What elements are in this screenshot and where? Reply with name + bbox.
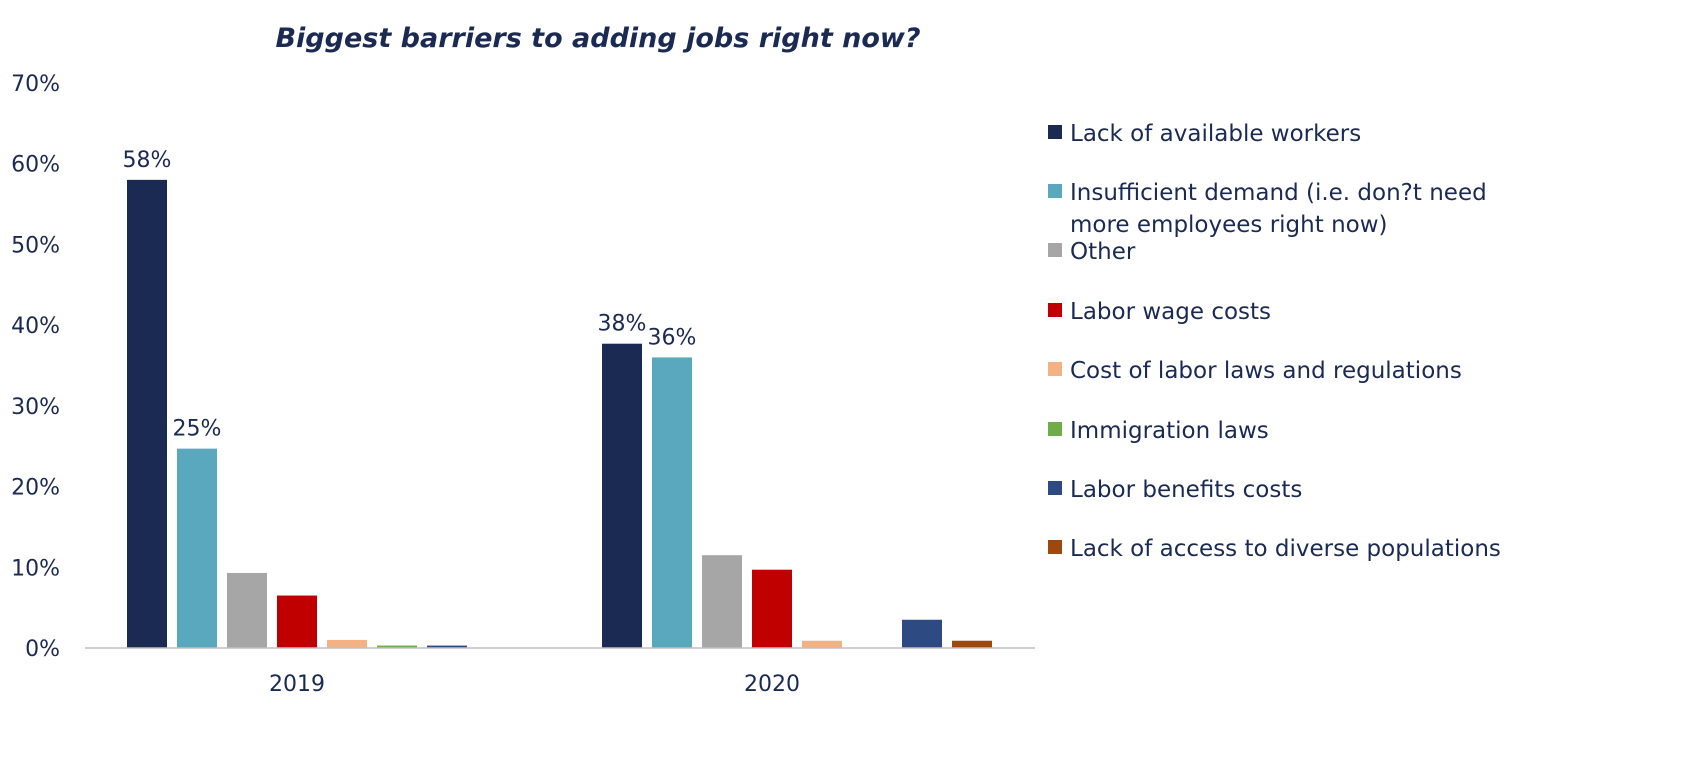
y-tick-label: 0% xyxy=(25,637,60,662)
legend-swatch xyxy=(1048,540,1062,554)
y-tick-label: 10% xyxy=(11,556,60,581)
legend: Lack of available workers Insufficient de… xyxy=(1048,121,1501,562)
y-tick-label: 70% xyxy=(11,72,60,97)
bar xyxy=(427,645,467,648)
chart-title: Biggest barriers to adding jobs right no… xyxy=(275,23,920,54)
data-label: 58% xyxy=(123,148,172,173)
legend-item: Labor wage costs xyxy=(1048,299,1271,325)
x-tick-label: 2020 xyxy=(744,672,800,697)
legend-swatch xyxy=(1048,243,1062,257)
legend-label: Cost of labor laws and regulations xyxy=(1070,358,1462,384)
legend-item: Immigration laws xyxy=(1048,418,1269,444)
bar xyxy=(902,619,942,648)
y-axis: 0% 10% 20% 30% 40% 50% 60% 70% xyxy=(11,72,60,662)
legend-swatch xyxy=(1048,184,1062,198)
legend-swatch xyxy=(1048,125,1062,139)
bar xyxy=(802,640,842,648)
y-tick-label: 40% xyxy=(11,314,60,339)
x-tick-label: 2019 xyxy=(269,672,325,697)
x-axis: 2019 2020 xyxy=(269,672,800,697)
bars-group xyxy=(127,179,992,648)
bar xyxy=(277,595,317,648)
legend-label: Labor wage costs xyxy=(1070,299,1271,325)
legend-swatch xyxy=(1048,422,1062,436)
legend-item: Other xyxy=(1048,239,1136,265)
data-labels-group: 58% 38% 25% 36% xyxy=(123,148,697,442)
legend-label: Lack of available workers xyxy=(1070,121,1361,147)
bar xyxy=(752,569,792,648)
legend-label: Insufficient demand (i.e. don?t need more… xyxy=(1070,180,1487,238)
legend-item: Lack of access to diverse populations xyxy=(1048,536,1501,562)
data-label: 38% xyxy=(598,312,647,337)
data-label: 36% xyxy=(648,325,697,350)
y-tick-label: 50% xyxy=(11,233,60,258)
bar xyxy=(177,448,217,648)
bar xyxy=(702,555,742,648)
bar xyxy=(127,179,167,648)
y-tick-label: 20% xyxy=(11,476,60,501)
bar xyxy=(377,645,417,648)
y-tick-label: 60% xyxy=(11,153,60,178)
legend-item: Lack of available workers xyxy=(1048,121,1361,147)
legend-item: Labor benefits costs xyxy=(1048,477,1302,503)
legend-swatch xyxy=(1048,303,1062,317)
y-tick-label: 30% xyxy=(11,395,60,420)
legend-swatch xyxy=(1048,481,1062,495)
legend-label: Labor benefits costs xyxy=(1070,477,1302,503)
bar xyxy=(602,343,642,648)
bar xyxy=(227,572,267,648)
bar xyxy=(952,640,992,648)
bar xyxy=(652,357,692,648)
legend-label: Lack of access to diverse populations xyxy=(1070,536,1501,562)
legend-item: Cost of labor laws and regulations xyxy=(1048,358,1462,384)
bar xyxy=(327,639,367,648)
legend-label: Immigration laws xyxy=(1070,418,1269,444)
legend-swatch xyxy=(1048,362,1062,376)
legend-item: Insufficient demand (i.e. don?t need more… xyxy=(1048,180,1487,238)
legend-label: Other xyxy=(1070,239,1136,265)
data-label: 25% xyxy=(173,417,222,442)
